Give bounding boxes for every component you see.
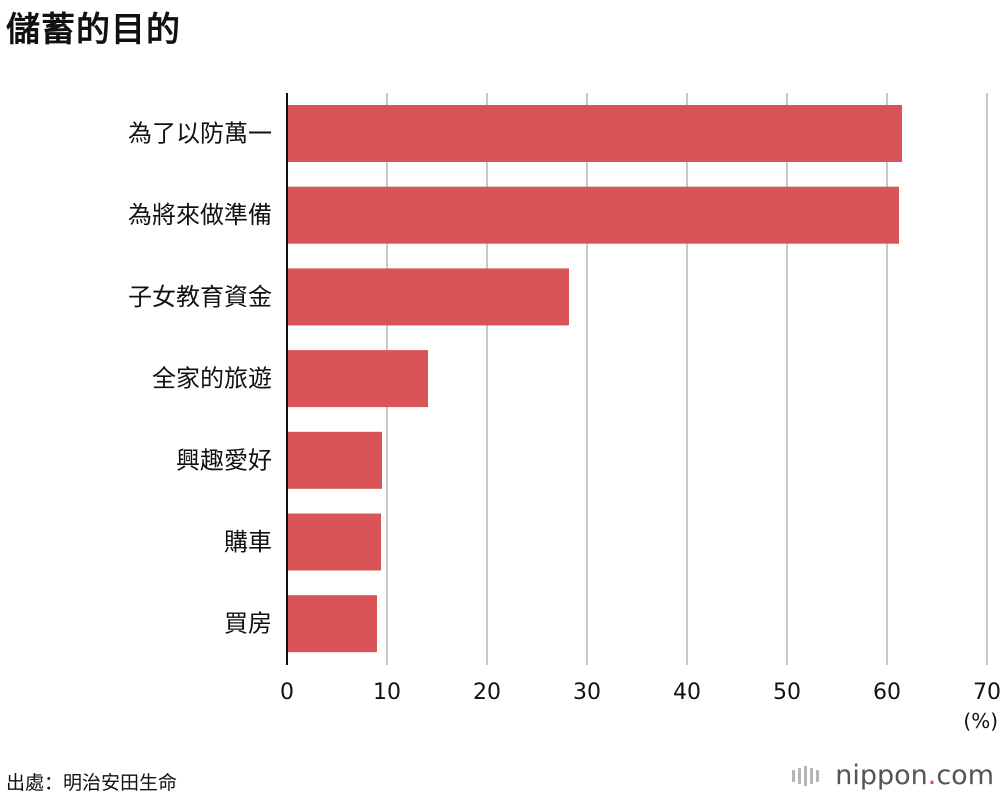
bar	[287, 350, 428, 408]
brand-tld: com	[936, 760, 994, 791]
x-tick-label: 10	[373, 680, 401, 705]
x-tick-label: 40	[673, 680, 701, 705]
category-label: 為了以防萬一	[128, 120, 272, 148]
bars	[287, 105, 902, 653]
bar	[287, 513, 381, 571]
brand-dot: .	[927, 760, 937, 791]
bar	[287, 186, 899, 244]
bar	[287, 268, 569, 326]
x-tick-label: 50	[773, 680, 801, 705]
category-label: 買房	[224, 610, 272, 638]
bar	[287, 595, 377, 653]
category-label: 子女教育資金	[128, 283, 272, 311]
x-tick-label: 0	[280, 680, 294, 705]
category-label: 興趣愛好	[176, 446, 272, 474]
source-note: 出處：明治安田生命	[6, 772, 178, 794]
x-tick-label: 20	[473, 680, 501, 705]
brand-name: nippon	[835, 760, 928, 791]
x-tick-label: 30	[573, 680, 601, 705]
x-tick-label: 60	[873, 680, 901, 705]
category-label: 為將來做準備	[128, 201, 272, 229]
x-unit-label: (%)	[963, 709, 998, 733]
x-tick-label: 70	[973, 680, 1000, 705]
category-label: 全家的旅遊	[152, 365, 272, 393]
bar	[287, 105, 902, 162]
bar	[287, 431, 382, 489]
x-tick-labels: 0 10 20 30 40 50 60 70	[280, 680, 1000, 705]
chart-title: 儲蓄的目的	[6, 10, 181, 50]
gridlines	[386, 93, 988, 665]
logo-bars-icon	[792, 765, 820, 786]
brand-logo: nippon. com	[791, 760, 994, 791]
category-label: 購車	[224, 528, 272, 556]
